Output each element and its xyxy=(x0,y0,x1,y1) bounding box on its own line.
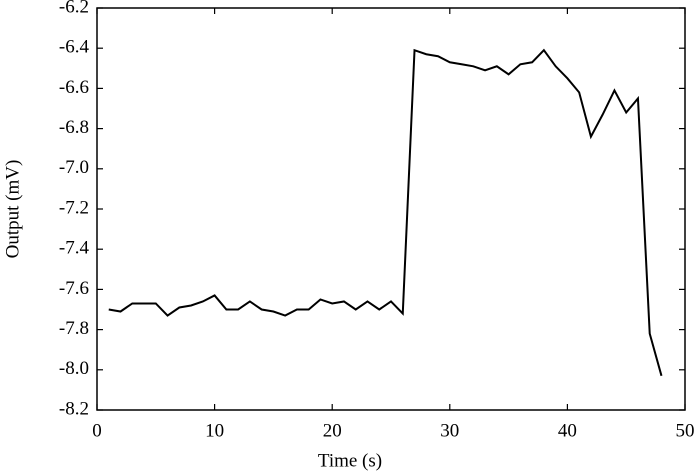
x-tick-label: 0 xyxy=(92,420,102,441)
y-tick-label: -7.0 xyxy=(59,157,89,178)
y-tick-label: -6.4 xyxy=(59,37,90,58)
y-axis-label: Output (mV) xyxy=(2,160,23,259)
y-tick-label: -8.0 xyxy=(59,358,89,379)
y-tick-label: -7.6 xyxy=(59,278,89,299)
x-tick-label: 40 xyxy=(558,420,577,441)
y-tick-label: -6.8 xyxy=(59,117,89,138)
x-tick-label: 50 xyxy=(676,420,695,441)
x-tick-label: 20 xyxy=(323,420,342,441)
plot-frame xyxy=(96,7,686,411)
x-tick-label: 30 xyxy=(440,420,459,441)
y-tick-label: -6.2 xyxy=(59,0,89,17)
data-line xyxy=(108,48,663,377)
x-axis-label: Time (s) xyxy=(318,450,382,471)
y-tick-label: -6.6 xyxy=(59,77,89,98)
x-tick-label: 10 xyxy=(205,420,224,441)
y-tick-label: -7.2 xyxy=(59,197,89,218)
y-tick-label: -7.4 xyxy=(59,238,90,259)
y-tick-label: -7.8 xyxy=(59,318,89,339)
y-tick-label: -8.2 xyxy=(59,398,89,419)
